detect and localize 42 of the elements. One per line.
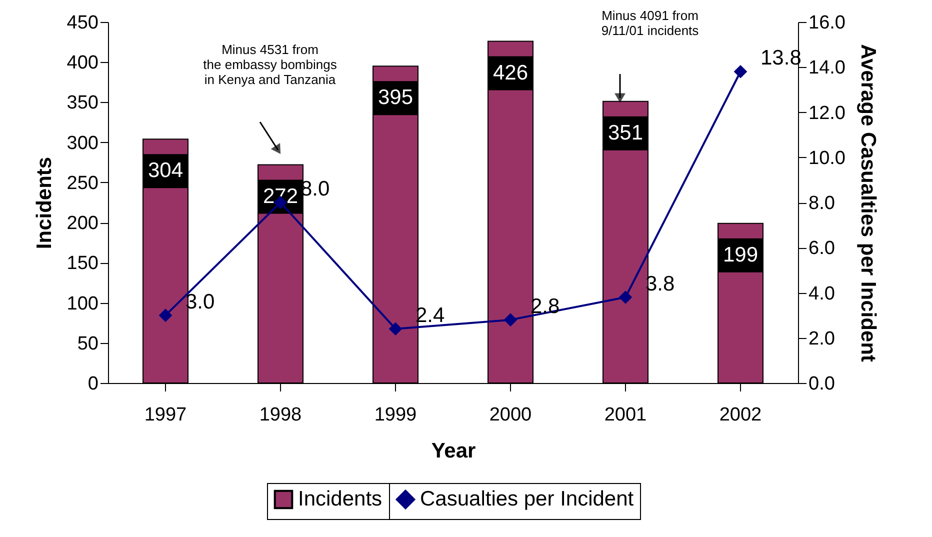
point <box>734 65 747 78</box>
y-tick-label: 450 <box>66 12 98 34</box>
y-tick-label: 0 <box>88 374 98 394</box>
annotation: Minus 4531 from the embassy bombings in Kenya and Tanzania <box>203 42 338 87</box>
point <box>389 322 402 336</box>
y2-tick-label: 6.0 <box>808 238 835 260</box>
x-tick-label: 1999 <box>374 404 417 426</box>
data-label: 395 <box>378 86 414 110</box>
x-tick-label: 2000 <box>489 404 532 426</box>
y2-tick-label: 8.0 <box>808 193 835 214</box>
data-label: 199 <box>722 243 758 266</box>
data-label: 426 <box>492 61 528 84</box>
point <box>504 314 517 326</box>
y2-tick-label: 10.0 <box>808 148 846 169</box>
y-tick-label: 150 <box>66 253 98 274</box>
data-label: 351 <box>608 121 644 144</box>
y-tick-label: 200 <box>66 213 98 234</box>
y-tick-label: 300 <box>66 132 98 154</box>
y2-tick-label: 2.0 <box>808 328 835 350</box>
y2-tick-label: 16.0 <box>808 12 846 34</box>
y-tick-label: 350 <box>66 92 98 114</box>
y-tick-label: 250 <box>66 172 98 194</box>
x-tick-label: 1997 <box>144 404 187 426</box>
x-tick-label: 1998 <box>259 404 302 426</box>
y-tick-label: 100 <box>66 293 98 314</box>
y2-axis-title: Average Casualties per Incident <box>856 44 880 362</box>
annotation: Minus 4091 from 9/11/01 incidents <box>601 8 700 38</box>
legend-label: Casualties per Incident <box>420 488 634 510</box>
y-tick-label: 400 <box>66 52 98 74</box>
y2-tick-label: 14.0 <box>808 58 846 79</box>
point <box>159 309 172 322</box>
y2-tick-label: 0.0 <box>808 374 835 394</box>
x-tick-label: 2001 <box>604 404 647 426</box>
x-tick-label: 2002 <box>719 404 762 426</box>
data-label: 304 <box>148 159 184 182</box>
y2-tick-label: 4.0 <box>808 283 835 304</box>
legend-label: Incidents <box>298 488 382 510</box>
x-axis-title: Year <box>431 440 476 462</box>
point <box>619 291 632 304</box>
y-axis-title: Incidents <box>32 156 56 250</box>
y2-tick-label: 12.0 <box>808 102 846 124</box>
y-tick-label: 50 <box>77 333 98 354</box>
